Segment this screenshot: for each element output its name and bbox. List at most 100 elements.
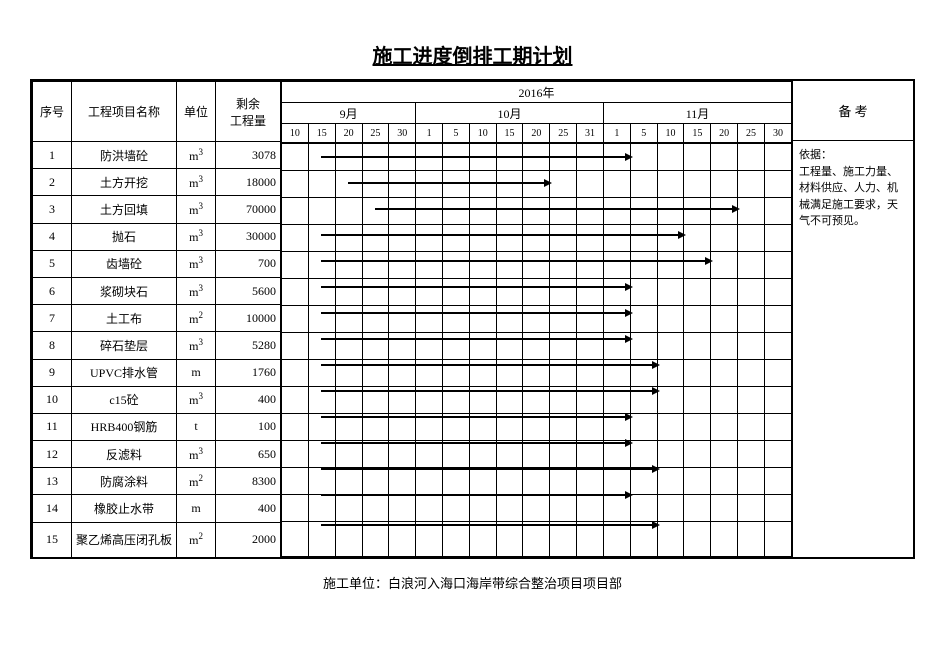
cell-qty: 400	[216, 495, 281, 522]
gantt-day: 10	[469, 124, 496, 143]
table-row: 15聚乙烯高压闭孔板m22000	[33, 522, 281, 557]
cell-seq: 11	[33, 413, 72, 440]
cell-qty: 1760	[216, 359, 281, 386]
cell-qty: 100	[216, 413, 281, 440]
table-row: 9UPVC排水管m1760	[33, 359, 281, 386]
gantt-month: 9月	[282, 103, 416, 124]
cell-name: 土方开挖	[72, 169, 177, 196]
cell-unit: m3	[177, 142, 216, 169]
table-row: 3土方回填m370000	[33, 196, 281, 223]
gantt-day: 10	[282, 124, 309, 143]
cell-seq: 5	[33, 250, 72, 277]
cell-qty: 8300	[216, 468, 281, 495]
table-row: 7土工布m210000	[33, 305, 281, 332]
gantt-day: 15	[684, 124, 711, 143]
remarks-header: 备 考	[793, 81, 913, 141]
cell-qty: 650	[216, 441, 281, 468]
cell-unit: m	[177, 359, 216, 386]
cell-unit: m3	[177, 196, 216, 223]
table-row: 11HRB400钢筋t100	[33, 413, 281, 440]
gantt-grid	[281, 143, 792, 557]
gantt-year: 2016年	[282, 82, 792, 103]
cell-unit: m2	[177, 522, 216, 557]
gantt-day: 15	[496, 124, 523, 143]
cell-unit: m3	[177, 332, 216, 359]
cell-qty: 700	[216, 250, 281, 277]
table-row: 2土方开挖m318000	[33, 169, 281, 196]
gantt-day: 5	[630, 124, 657, 143]
cell-unit: t	[177, 413, 216, 440]
gantt-body	[281, 143, 792, 557]
cell-qty: 5280	[216, 332, 281, 359]
cell-name: c15砼	[72, 386, 177, 413]
cell-qty: 18000	[216, 169, 281, 196]
gantt-day: 1	[416, 124, 443, 143]
cell-seq: 14	[33, 495, 72, 522]
gantt-day: 31	[577, 124, 604, 143]
table-row: 1防洪墙砼m33078	[33, 142, 281, 169]
gantt-day: 25	[362, 124, 389, 143]
table-row: 6浆砌块石m35600	[33, 277, 281, 304]
cell-qty: 30000	[216, 223, 281, 250]
cell-name: 浆砌块石	[72, 277, 177, 304]
cell-name: 橡胶止水带	[72, 495, 177, 522]
cell-qty: 3078	[216, 142, 281, 169]
cell-qty: 400	[216, 386, 281, 413]
gantt-day: 1	[603, 124, 630, 143]
gantt-header-table: 2016年 9月10月11月 1015202530151015202531151…	[281, 81, 792, 143]
gantt-day: 30	[389, 124, 416, 143]
cell-qty: 2000	[216, 522, 281, 557]
cell-seq: 6	[33, 277, 72, 304]
cell-seq: 1	[33, 142, 72, 169]
cell-seq: 2	[33, 169, 72, 196]
cell-unit: m2	[177, 468, 216, 495]
cell-seq: 7	[33, 305, 72, 332]
table-row: 10c15砼m3400	[33, 386, 281, 413]
remarks-body: 依据：工程量、施工力量、材料供应、人力、机械满足施工要求，天气不可预见。	[793, 141, 913, 557]
cell-seq: 8	[33, 332, 72, 359]
gantt-day: 5	[442, 124, 469, 143]
gantt-day: 25	[550, 124, 577, 143]
table-row: 12反滤料m3650	[33, 441, 281, 468]
gantt-day: 25	[738, 124, 765, 143]
cell-name: HRB400钢筋	[72, 413, 177, 440]
cell-unit: m3	[177, 250, 216, 277]
gantt-month: 10月	[416, 103, 604, 124]
plan-container: 序号 工程项目名称 单位 剩余工程量 1防洪墙砼m330782土方开挖m3180…	[30, 79, 915, 559]
cell-seq: 12	[33, 441, 72, 468]
cell-seq: 9	[33, 359, 72, 386]
gantt-day: 20	[711, 124, 738, 143]
cell-unit: m3	[177, 386, 216, 413]
cell-seq: 3	[33, 196, 72, 223]
footer-text: 施工单位：白浪河入海口海岸带综合整治项目项目部	[30, 573, 915, 592]
col-header-seq: 序号	[33, 82, 72, 142]
cell-name: 防腐涂料	[72, 468, 177, 495]
cell-seq: 13	[33, 468, 72, 495]
table-row: 5齿墙砼m3700	[33, 250, 281, 277]
table-row: 8碎石垫层m35280	[33, 332, 281, 359]
cell-name: 抛石	[72, 223, 177, 250]
gantt-day: 20	[335, 124, 362, 143]
col-header-qty: 剩余工程量	[216, 82, 281, 142]
col-header-unit: 单位	[177, 82, 216, 142]
col-header-name: 工程项目名称	[72, 82, 177, 142]
cell-name: 土方回填	[72, 196, 177, 223]
gantt-day: 20	[523, 124, 550, 143]
cell-name: 聚乙烯高压闭孔板	[72, 522, 177, 557]
gantt-day: 10	[657, 124, 684, 143]
gantt-month: 11月	[603, 103, 791, 124]
cell-qty: 10000	[216, 305, 281, 332]
gantt-day: 30	[764, 124, 791, 143]
cell-name: 土工布	[72, 305, 177, 332]
cell-seq: 10	[33, 386, 72, 413]
cell-name: 碎石垫层	[72, 332, 177, 359]
cell-unit: m3	[177, 169, 216, 196]
gantt-day: 15	[308, 124, 335, 143]
table-row: 4抛石m330000	[33, 223, 281, 250]
cell-unit: m2	[177, 305, 216, 332]
cell-unit: m	[177, 495, 216, 522]
table-row: 14橡胶止水带m400	[33, 495, 281, 522]
cell-qty: 5600	[216, 277, 281, 304]
table-row: 13防腐涂料m28300	[33, 468, 281, 495]
cell-name: UPVC排水管	[72, 359, 177, 386]
